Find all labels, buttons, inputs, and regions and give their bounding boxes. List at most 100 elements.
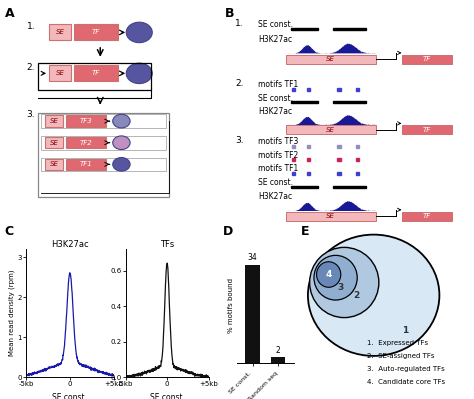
Text: 2.: 2. [235,79,244,88]
Bar [337,158,341,161]
Text: motifs TF2: motifs TF2 [258,151,298,160]
Y-axis label: % motifs bound: % motifs bound [228,278,234,333]
Bar [356,144,359,148]
Title: TFs: TFs [160,239,174,249]
Y-axis label: Mean read density (rpm): Mean read density (rpm) [8,270,15,356]
Text: 4: 4 [326,270,332,279]
Bar [337,172,341,175]
Text: TF: TF [91,30,100,36]
Text: TF: TF [423,213,431,219]
Title: H3K27ac: H3K27ac [51,239,89,249]
Bar [292,88,295,91]
Bar [307,172,310,175]
Bar [337,144,341,148]
Text: SE: SE [327,127,335,133]
Text: 1.  Expressed TFs: 1. Expressed TFs [367,340,428,346]
Ellipse shape [317,262,341,287]
FancyBboxPatch shape [49,24,71,40]
Text: 34: 34 [247,253,257,263]
Ellipse shape [113,136,130,150]
Bar [41,114,166,128]
Text: TF3: TF3 [80,118,92,124]
Text: C: C [5,225,14,239]
FancyBboxPatch shape [285,125,376,134]
Bar [337,88,341,91]
Text: A: A [4,8,14,20]
FancyBboxPatch shape [66,159,106,170]
Ellipse shape [113,158,130,171]
Circle shape [308,235,439,356]
Bar [41,158,166,171]
Text: 1.: 1. [27,22,36,31]
Bar [271,358,285,363]
Text: SE: SE [56,30,64,36]
Bar [333,186,366,188]
Text: H3K27ac: H3K27ac [258,35,292,44]
Text: 3: 3 [337,283,344,292]
X-axis label: SE const.: SE const. [150,393,184,399]
Text: 2: 2 [353,291,359,300]
Bar [356,88,359,91]
FancyBboxPatch shape [45,115,64,127]
Text: 2.  SE-assigned TFs: 2. SE-assigned TFs [367,353,434,359]
Bar [41,136,166,150]
Text: 3.: 3. [235,136,244,145]
Bar [292,158,295,161]
Text: motifs TF1: motifs TF1 [258,80,298,89]
FancyBboxPatch shape [285,55,376,63]
Ellipse shape [126,22,152,43]
Bar [333,101,366,103]
FancyBboxPatch shape [49,65,71,81]
Text: D: D [223,225,233,239]
Text: SE const.: SE const. [258,178,293,187]
Text: TF2: TF2 [80,140,92,146]
Bar [292,144,295,148]
Bar [38,63,152,91]
FancyBboxPatch shape [66,115,106,127]
X-axis label: SE const.: SE const. [53,393,87,399]
Text: SE: SE [327,56,335,62]
Text: SE: SE [50,118,58,124]
Bar [333,28,366,30]
FancyBboxPatch shape [45,137,64,148]
Text: motifs TF3: motifs TF3 [258,137,298,146]
Text: TF: TF [91,70,100,76]
FancyBboxPatch shape [401,55,452,63]
Bar [292,172,295,175]
FancyBboxPatch shape [66,137,106,148]
Text: SE: SE [50,161,58,167]
Bar [38,113,169,198]
Text: E: E [301,225,310,239]
Text: 2: 2 [276,346,281,355]
Text: SE const.: SE const. [258,20,293,29]
FancyBboxPatch shape [401,125,452,134]
Text: SE: SE [327,213,335,219]
Text: SE const.: SE const. [258,94,293,103]
FancyBboxPatch shape [73,65,118,81]
Bar [291,101,318,103]
Text: 4.  Candidate core TFs: 4. Candidate core TFs [367,379,445,385]
Bar [356,172,359,175]
Ellipse shape [126,63,152,83]
Bar [291,186,318,188]
Bar [291,28,318,30]
FancyBboxPatch shape [285,212,376,221]
Text: B: B [225,8,235,20]
Text: SE: SE [56,70,64,76]
Bar [356,158,359,161]
Text: 1: 1 [401,326,408,335]
Ellipse shape [314,255,357,300]
Bar [307,144,310,148]
Text: H3K27ac: H3K27ac [258,107,292,116]
Text: 3.  Auto-regulated TFs: 3. Auto-regulated TFs [367,366,445,372]
Text: 1.: 1. [235,19,244,28]
Ellipse shape [310,247,379,318]
Text: 2.: 2. [27,63,35,72]
Bar [246,265,260,363]
Ellipse shape [113,114,130,128]
FancyBboxPatch shape [45,159,64,170]
Text: motifs TF1: motifs TF1 [258,164,298,173]
Text: 3.: 3. [27,110,36,119]
FancyBboxPatch shape [401,212,452,221]
Text: TF: TF [423,56,431,62]
